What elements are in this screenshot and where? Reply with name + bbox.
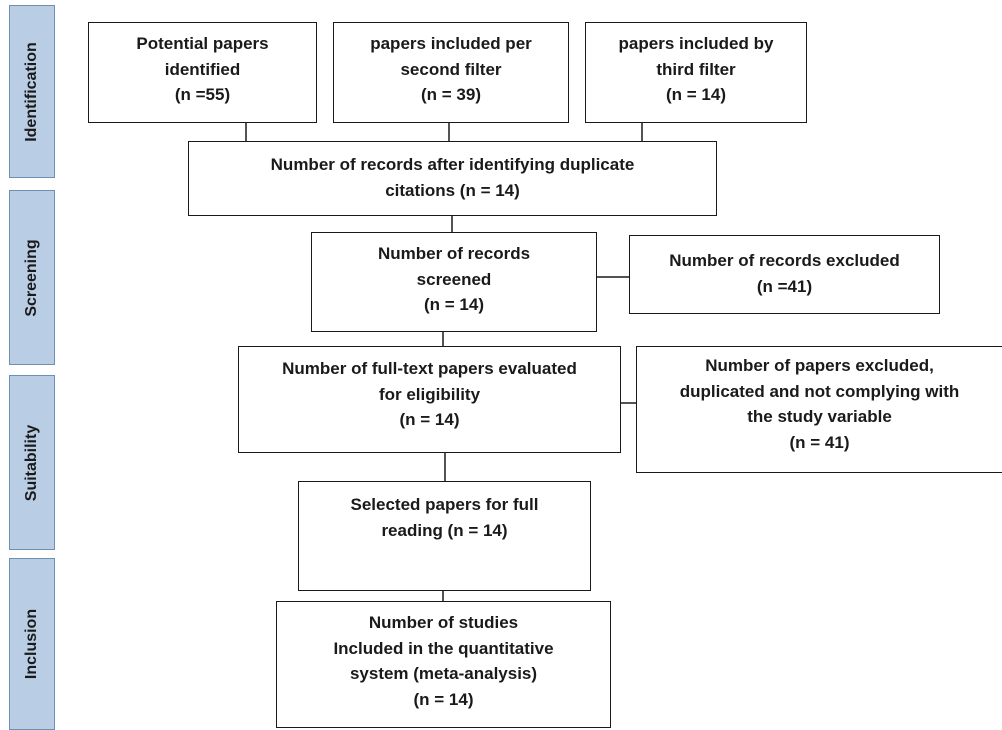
box-papers-excluded-line1: Number of papers excluded, xyxy=(705,356,934,375)
box-records-excluded: Number of records excluded (n =41) xyxy=(629,235,940,314)
box-second-filter: papers included per second filter (n = 3… xyxy=(333,22,569,123)
box-potential-papers: Potential papers identified (n =55) xyxy=(88,22,317,123)
box-third-filter: papers included by third filter (n = 14) xyxy=(585,22,807,123)
box-second-filter-line1: papers included per xyxy=(370,34,532,53)
phase-suitability: Suitability xyxy=(9,375,55,550)
phase-screening: Screening xyxy=(9,190,55,365)
box-papers-excluded-line2: duplicated and not complying with xyxy=(679,381,960,401)
box-studies-included: Number of studies Included in the quanti… xyxy=(276,601,611,728)
box-potential-papers-line2: identified xyxy=(164,59,241,79)
box-studies-included-line2: Included in the quantitative xyxy=(333,638,554,658)
box-duplicates-line2: citations (n = 14) xyxy=(385,180,520,200)
phase-inclusion: Inclusion xyxy=(9,558,55,730)
box-records-screened-line3: (n = 14) xyxy=(424,295,484,314)
box-papers-excluded: Number of papers excluded, duplicated an… xyxy=(636,346,1002,473)
box-studies-included-line3: system (meta-analysis) xyxy=(349,664,538,683)
box-papers-excluded-line3: the study variable xyxy=(747,407,892,426)
box-records-screened-line1: Number of records xyxy=(377,244,531,263)
box-third-filter-line3: (n = 14) xyxy=(666,85,726,104)
box-records-screened-line2: screened xyxy=(416,269,492,289)
box-potential-papers-line3: (n =55) xyxy=(174,85,231,104)
box-potential-papers-line1: Potential papers xyxy=(136,34,269,53)
box-fulltext-evaluated-line2: for eligibility xyxy=(378,384,481,404)
box-duplicates-line1: Number of records after identifying dupl… xyxy=(270,155,635,174)
box-studies-included-line1: Number of studies xyxy=(368,613,519,632)
phase-identification: Identification xyxy=(9,5,55,178)
box-second-filter-line3: (n = 39) xyxy=(421,85,481,104)
box-fulltext-evaluated: Number of full-text papers evaluated for… xyxy=(238,346,621,453)
box-third-filter-line2: third filter xyxy=(656,59,736,79)
box-full-reading-line1: Selected papers for full xyxy=(350,495,539,514)
box-records-screened: Number of records screened (n = 14) xyxy=(311,232,597,332)
box-duplicates: Number of records after identifying dupl… xyxy=(188,141,717,216)
box-full-reading: Selected papers for full reading (n = 14… xyxy=(298,481,591,591)
box-third-filter-line1: papers included by xyxy=(618,34,774,53)
box-fulltext-evaluated-line3: (n = 14) xyxy=(399,410,460,429)
box-fulltext-evaluated-line1: Number of full-text papers evaluated xyxy=(282,359,577,378)
box-second-filter-line2: second filter xyxy=(400,59,502,79)
box-studies-included-line4: (n = 14) xyxy=(413,689,474,709)
box-records-excluded-line1: Number of records excluded xyxy=(669,251,900,270)
box-papers-excluded-line4: (n = 41) xyxy=(789,432,850,452)
box-records-excluded-line2: (n =41) xyxy=(756,276,813,296)
box-full-reading-line2: reading (n = 14) xyxy=(381,520,508,540)
